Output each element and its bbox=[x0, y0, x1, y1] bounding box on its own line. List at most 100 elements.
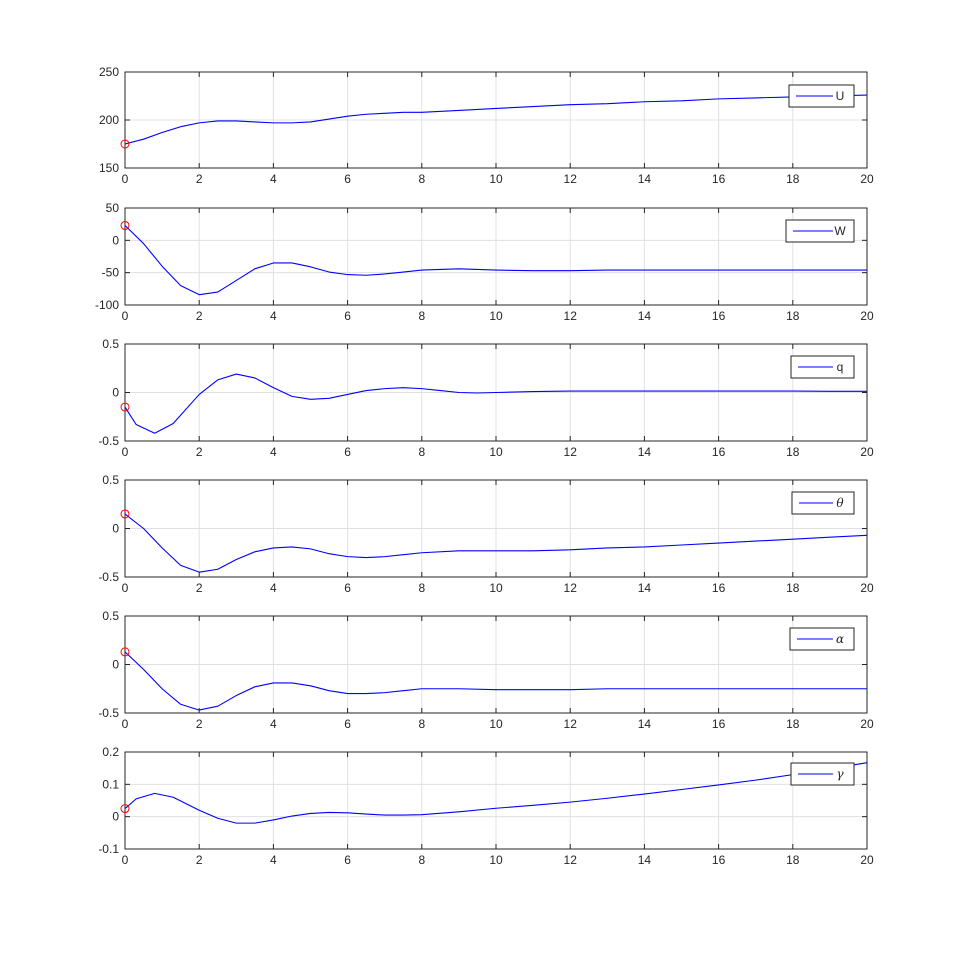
x-tick-label: 16 bbox=[712, 309, 726, 323]
x-tick-label: 14 bbox=[638, 581, 652, 595]
x-tick-label: 4 bbox=[270, 445, 277, 459]
x-tick-label: 0 bbox=[122, 172, 129, 186]
x-tick-label: 8 bbox=[418, 581, 425, 595]
x-tick-label: 4 bbox=[270, 309, 277, 323]
y-tick-label: -0.5 bbox=[98, 570, 119, 584]
x-tick-label: 20 bbox=[860, 717, 874, 731]
x-tick-label: 12 bbox=[564, 581, 578, 595]
y-tick-label: 0 bbox=[112, 522, 119, 536]
y-tick-label: 0.5 bbox=[102, 609, 119, 623]
x-tick-label: 12 bbox=[564, 717, 578, 731]
legend-label: θ bbox=[836, 496, 844, 510]
x-tick-label: 14 bbox=[638, 717, 652, 731]
x-tick-label: 18 bbox=[786, 309, 800, 323]
y-tick-label: 0.5 bbox=[102, 473, 119, 487]
x-tick-label: 12 bbox=[564, 172, 578, 186]
x-tick-label: 6 bbox=[344, 581, 351, 595]
y-tick-label: -0.5 bbox=[98, 434, 119, 448]
series-line-W bbox=[124, 225, 867, 296]
x-tick-label: 8 bbox=[418, 853, 425, 867]
legend-label: U bbox=[836, 89, 845, 103]
x-tick-label: 10 bbox=[489, 172, 503, 186]
series-line-q bbox=[124, 373, 867, 434]
x-tick-label: 0 bbox=[122, 853, 129, 867]
y-tick-label: 250 bbox=[99, 65, 119, 79]
x-tick-label: 0 bbox=[122, 581, 129, 595]
x-tick-label: 20 bbox=[860, 445, 874, 459]
subplot-U: 0 2 4 6 8 10 12 14 16 18 20 150 200 250 U bbox=[99, 65, 874, 186]
x-tick-label: 8 bbox=[418, 717, 425, 731]
x-tick-label: 4 bbox=[270, 717, 277, 731]
legend: U bbox=[788, 84, 855, 108]
x-tick-label: 16 bbox=[712, 853, 726, 867]
subplot-theta: 0 2 4 6 8 10 12 14 16 18 20-0.500.5θ bbox=[98, 473, 874, 595]
legend-label: α bbox=[836, 632, 844, 646]
initial-marker bbox=[120, 402, 130, 412]
initial-marker bbox=[120, 509, 130, 519]
x-tick-label: 2 bbox=[196, 309, 203, 323]
series-line-theta bbox=[124, 513, 868, 573]
x-tick-label: 2 bbox=[196, 172, 203, 186]
subplot-q: 0 2 4 6 8 10 12 14 16 18 20-0.500.5q bbox=[98, 337, 874, 459]
legend: W bbox=[785, 219, 855, 243]
y-tick-label: 0.2 bbox=[102, 745, 119, 759]
x-tick-label: 10 bbox=[489, 445, 503, 459]
x-tick-label: 6 bbox=[344, 309, 351, 323]
x-tick-label: 10 bbox=[489, 853, 503, 867]
initial-marker bbox=[120, 804, 130, 814]
x-tick-label: 14 bbox=[638, 309, 652, 323]
x-tick-label: 10 bbox=[489, 309, 503, 323]
x-tick-label: 16 bbox=[712, 581, 726, 595]
legend: q bbox=[790, 355, 855, 379]
legend-label: W bbox=[834, 224, 846, 238]
x-tick-label: 14 bbox=[638, 445, 652, 459]
x-tick-label: 12 bbox=[564, 309, 578, 323]
subplot-W: 0 2 4 6 8 10 12 14 16 18 20 -100 -50 0 50 W bbox=[95, 201, 874, 323]
x-tick-label: 12 bbox=[564, 853, 578, 867]
y-tick-label: -0.5 bbox=[98, 706, 119, 720]
x-tick-label: 4 bbox=[270, 172, 277, 186]
y-tick-label: -0.1 bbox=[98, 842, 119, 856]
x-tick-label: 4 bbox=[270, 853, 277, 867]
x-tick-label: 6 bbox=[344, 172, 351, 186]
x-tick-label: 6 bbox=[344, 445, 351, 459]
x-tick-label: 2 bbox=[196, 581, 203, 595]
x-tick-label: 10 bbox=[489, 717, 503, 731]
x-tick-label: 8 bbox=[418, 172, 425, 186]
x-tick-label: 18 bbox=[786, 853, 800, 867]
x-tick-label: 8 bbox=[418, 445, 425, 459]
y-tick-label: 0.5 bbox=[102, 337, 119, 351]
x-tick-label: 2 bbox=[196, 717, 203, 731]
x-tick-label: 14 bbox=[638, 853, 652, 867]
y-tick-label: 50 bbox=[106, 201, 120, 215]
x-tick-label: 18 bbox=[786, 717, 800, 731]
x-tick-label: 20 bbox=[860, 853, 874, 867]
y-tick-label: -50 bbox=[102, 266, 120, 280]
series-line-alpha bbox=[124, 651, 867, 711]
x-tick-label: 20 bbox=[860, 172, 874, 186]
legend: γ bbox=[790, 762, 855, 786]
y-tick-label: 0 bbox=[112, 386, 119, 400]
x-tick-label: 6 bbox=[344, 717, 351, 731]
legend: θ bbox=[791, 491, 855, 515]
x-tick-label: 0 bbox=[122, 717, 129, 731]
legend-label: q bbox=[837, 360, 844, 374]
x-tick-label: 4 bbox=[270, 581, 277, 595]
x-tick-label: 12 bbox=[564, 445, 578, 459]
x-tick-label: 18 bbox=[786, 172, 800, 186]
y-tick-label: 0 bbox=[112, 810, 119, 824]
x-tick-label: 6 bbox=[344, 853, 351, 867]
x-tick-label: 18 bbox=[786, 581, 800, 595]
x-tick-label: 16 bbox=[712, 172, 726, 186]
y-tick-label: 0 bbox=[112, 233, 119, 247]
x-tick-label: 20 bbox=[860, 309, 874, 323]
x-tick-label: 2 bbox=[196, 445, 203, 459]
initial-marker bbox=[120, 647, 130, 657]
x-tick-label: 16 bbox=[712, 445, 726, 459]
legend: α bbox=[789, 627, 855, 651]
y-tick-label: 200 bbox=[99, 113, 119, 127]
x-tick-label: 8 bbox=[418, 309, 425, 323]
initial-marker bbox=[120, 220, 130, 230]
y-tick-label: 0 bbox=[112, 658, 119, 672]
